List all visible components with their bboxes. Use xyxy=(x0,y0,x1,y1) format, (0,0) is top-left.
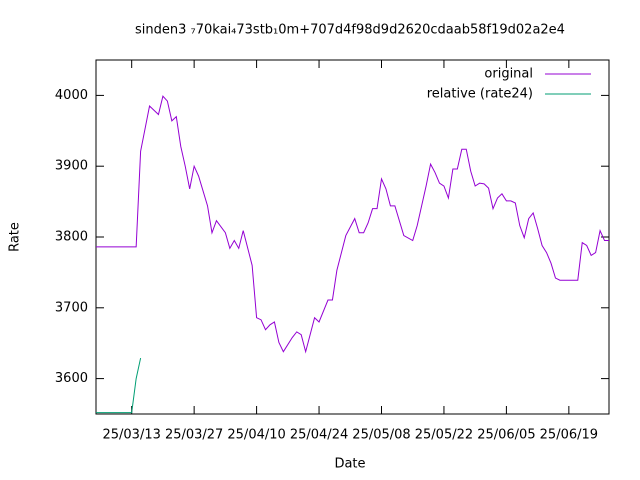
x-tick-label: 25/06/05 xyxy=(477,428,535,443)
y-tick-label: 3600 xyxy=(55,371,88,386)
y-tick-label: 3900 xyxy=(55,159,88,174)
data-line xyxy=(96,95,609,354)
y-tick-label: 3700 xyxy=(55,300,88,315)
legend-label: original xyxy=(484,67,533,82)
x-axis-label: Date xyxy=(334,457,365,472)
x-tick-label: 25/06/19 xyxy=(540,428,598,443)
x-tick-label: 25/04/10 xyxy=(227,428,285,443)
y-tick-label: 3800 xyxy=(55,230,88,245)
data-line xyxy=(96,357,142,414)
x-tick-label: 25/03/13 xyxy=(102,428,160,443)
x-tick-label: 25/03/27 xyxy=(165,428,223,443)
x-tick-label: 25/05/22 xyxy=(415,428,473,443)
x-tick-label: 25/04/24 xyxy=(290,428,348,443)
legend-label: relative (rate24) xyxy=(427,87,533,102)
plot-frame xyxy=(95,59,610,415)
y-tick-label: 4000 xyxy=(55,88,88,103)
y-axis-label: Rate xyxy=(8,222,23,252)
chart-title: sinden3 ₇70kai₄73stb₁0m+707d4f98d9d2620c… xyxy=(135,23,565,38)
x-tick-label: 25/05/08 xyxy=(352,428,410,443)
